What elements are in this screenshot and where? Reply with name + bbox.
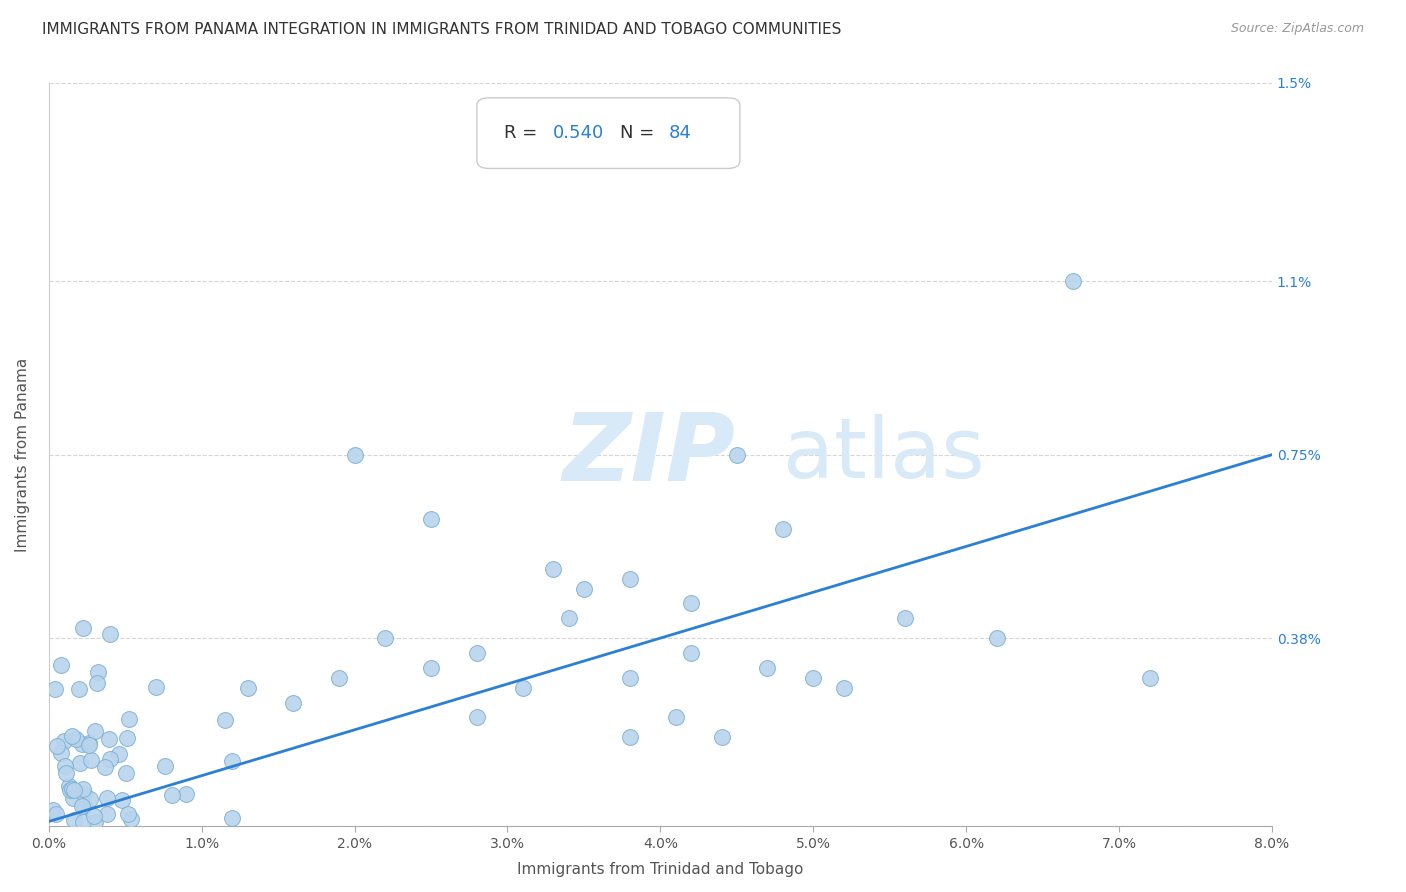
Point: [87, 665, 110, 679]
Point: [283, 696, 305, 710]
Point: [80, 753, 103, 767]
Text: R =: R =: [503, 124, 543, 142]
Point: [49, 746, 72, 760]
Point: [214, 713, 236, 727]
Point: [115, 766, 138, 780]
Point: [120, 812, 142, 826]
Point: [97, 731, 120, 746]
Point: [572, 582, 595, 596]
Point: [65, 731, 87, 746]
Point: [665, 710, 688, 724]
Point: [679, 596, 702, 610]
Point: [60, 729, 83, 743]
Point: [1139, 671, 1161, 685]
Point: [465, 646, 488, 660]
Point: [84, 723, 107, 738]
Point: [86, 676, 108, 690]
Point: [98, 626, 121, 640]
Point: [801, 671, 824, 685]
Point: [174, 787, 197, 801]
Point: [512, 681, 534, 695]
Text: IMMIGRANTS FROM PANAMA INTEGRATION IN IMMIGRANTS FROM TRINIDAD AND TOBAGO COMMUN: IMMIGRANTS FROM PANAMA INTEGRATION IN IM…: [42, 22, 842, 37]
Point: [619, 671, 641, 685]
Point: [72, 781, 94, 796]
FancyBboxPatch shape: [477, 98, 740, 169]
Point: [77, 738, 100, 752]
Y-axis label: Immigrants from Panama: Immigrants from Panama: [15, 358, 30, 552]
Point: [1062, 274, 1084, 288]
Point: [117, 712, 139, 726]
Point: [557, 611, 579, 625]
Point: [328, 671, 350, 685]
Point: [725, 448, 748, 462]
Point: [221, 811, 243, 825]
Point: [53, 734, 76, 748]
Point: [41, 804, 63, 818]
Point: [117, 806, 139, 821]
Point: [986, 631, 1008, 645]
Point: [153, 759, 176, 773]
Point: [55, 766, 77, 780]
Point: [98, 752, 121, 766]
Point: [115, 731, 138, 745]
Point: [94, 759, 117, 773]
X-axis label: Immigrants from Trinidad and Tobago: Immigrants from Trinidad and Tobago: [517, 862, 804, 877]
Point: [543, 562, 565, 576]
Point: [63, 813, 86, 827]
Point: [772, 522, 794, 536]
Point: [53, 759, 76, 773]
Point: [79, 792, 101, 806]
Point: [72, 621, 94, 635]
Point: [45, 739, 67, 753]
Point: [145, 680, 167, 694]
Text: 0.540: 0.540: [553, 124, 605, 142]
Text: Source: ZipAtlas.com: Source: ZipAtlas.com: [1230, 22, 1364, 36]
Point: [756, 661, 779, 675]
Point: [619, 731, 641, 745]
Point: [77, 736, 100, 750]
Text: ZIP: ZIP: [562, 409, 735, 500]
Point: [45, 807, 67, 822]
Point: [679, 646, 702, 660]
Point: [67, 682, 90, 697]
Point: [619, 572, 641, 586]
Point: [108, 747, 131, 761]
Point: [111, 792, 134, 806]
Point: [58, 780, 80, 794]
Point: [44, 682, 66, 697]
Text: N =: N =: [620, 124, 659, 142]
Point: [96, 807, 118, 822]
Point: [83, 809, 105, 823]
Point: [710, 731, 733, 745]
Point: [72, 787, 94, 801]
Point: [59, 782, 82, 797]
Text: atlas: atlas: [783, 414, 984, 495]
Point: [894, 611, 917, 625]
Point: [420, 661, 443, 675]
Point: [72, 737, 94, 751]
Point: [84, 814, 107, 829]
Point: [62, 791, 84, 805]
Point: [221, 754, 243, 768]
Point: [60, 781, 83, 796]
Point: [374, 631, 396, 645]
Point: [420, 512, 443, 526]
Point: [72, 814, 94, 829]
Point: [96, 790, 118, 805]
Text: 84: 84: [669, 124, 692, 142]
Point: [343, 448, 366, 462]
Point: [69, 756, 91, 771]
Point: [160, 788, 183, 802]
Point: [70, 799, 93, 814]
Point: [236, 681, 259, 695]
Point: [465, 710, 488, 724]
Point: [832, 681, 855, 695]
Point: [49, 658, 72, 673]
Point: [73, 798, 96, 813]
Point: [63, 783, 86, 797]
